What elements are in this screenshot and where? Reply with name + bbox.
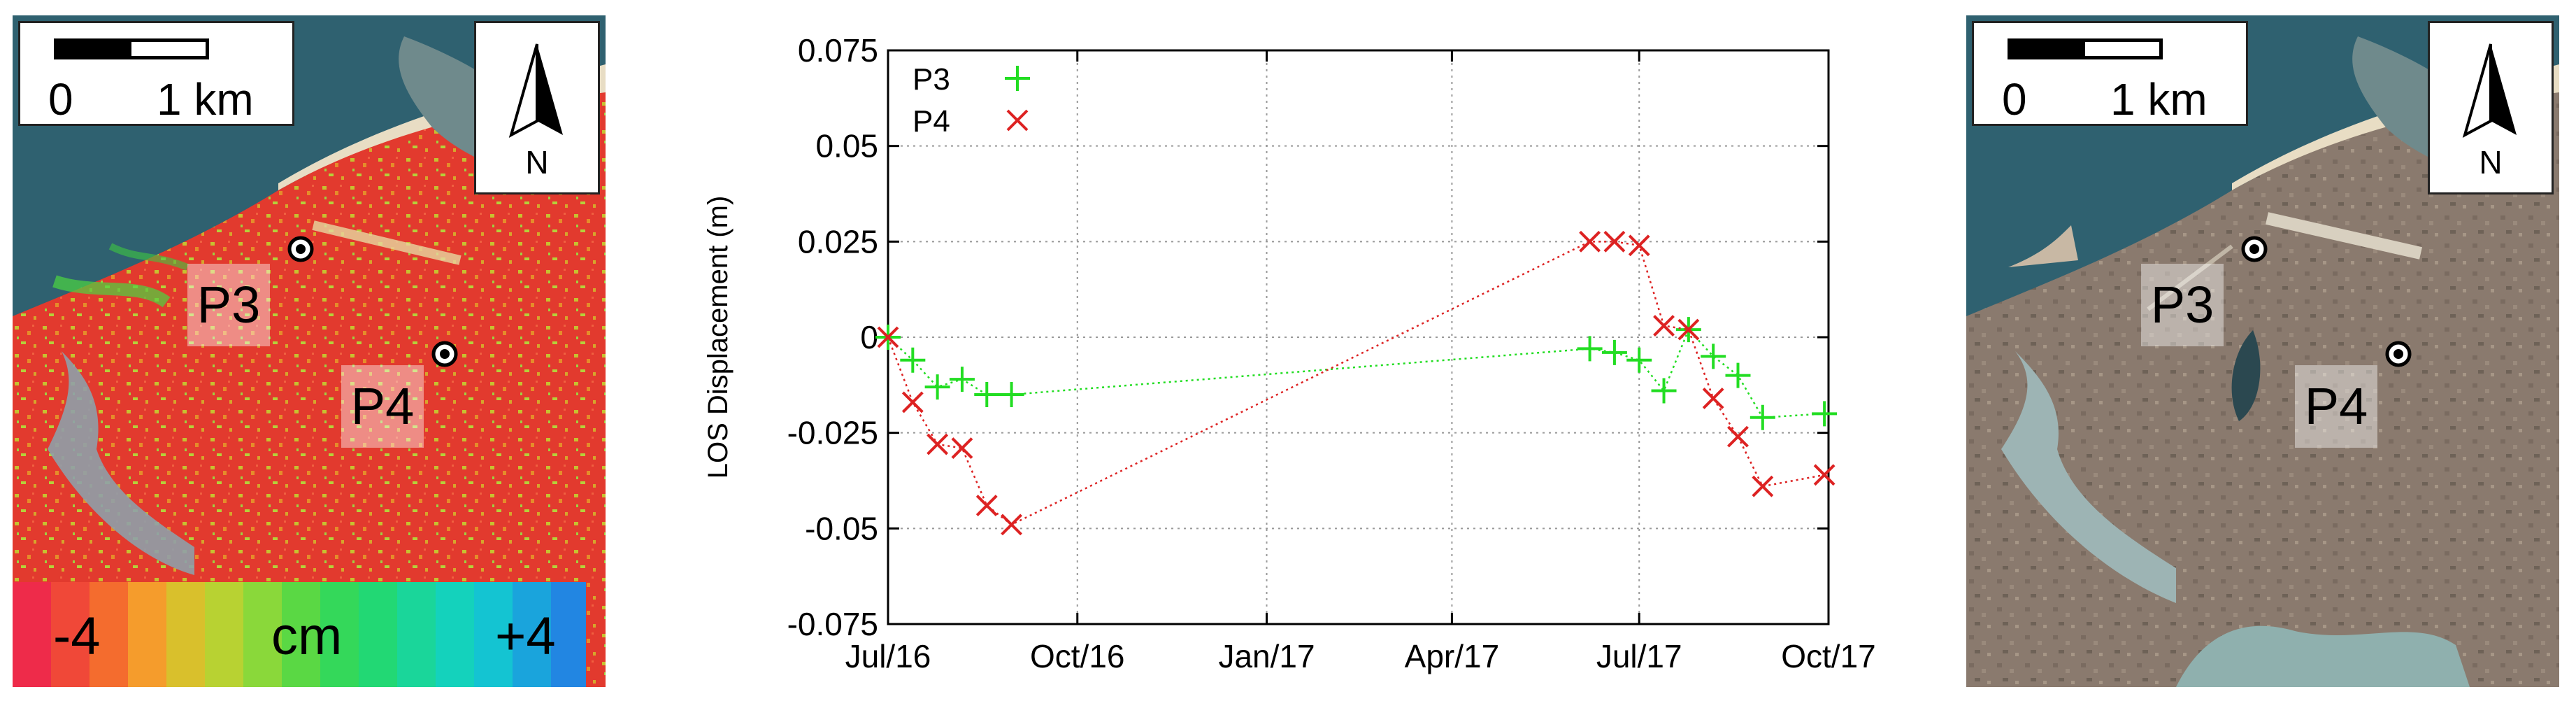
y-tick-label: 0 xyxy=(860,319,878,355)
x-tick-label: Jul/16 xyxy=(845,638,931,674)
legend-marker-p4 xyxy=(1006,109,1029,132)
scale-zero-label: 0 xyxy=(2002,74,2027,125)
series-line-p4 xyxy=(887,241,1825,526)
data-point-p3 xyxy=(1577,336,1603,362)
data-point-p4 xyxy=(1813,464,1836,486)
series-line-p3 xyxy=(887,327,1825,419)
data-point-p4 xyxy=(1603,230,1626,253)
north-label: N xyxy=(525,144,549,180)
y-tick-label: -0.025 xyxy=(787,415,878,451)
data-point-p4 xyxy=(1752,475,1774,497)
data-point-p3 xyxy=(1812,401,1838,427)
point-p4-label: P4 xyxy=(2295,365,2377,448)
data-point-p4 xyxy=(877,326,899,348)
point-p4-marker-icon xyxy=(2385,341,2412,367)
y-axis-label: LOS Displacement (m) xyxy=(703,196,734,479)
y-tick-label: 0.025 xyxy=(798,223,878,260)
data-point-p3 xyxy=(999,382,1024,407)
legend-marker-p3 xyxy=(1005,66,1030,91)
scale-box: 0 1 km xyxy=(18,21,294,126)
data-point-p3 xyxy=(974,382,1000,407)
y-tick-label: -0.05 xyxy=(805,510,878,546)
data-point-p3 xyxy=(1701,344,1726,369)
north-arrow-box: N xyxy=(474,21,600,194)
scale-bar xyxy=(54,38,209,59)
data-point-p4 xyxy=(951,437,973,459)
point-p3-label: P3 xyxy=(187,264,270,346)
optical-map: 0 1 km N P3 P4 xyxy=(1966,15,2559,687)
colorbar: -4 cm +4 xyxy=(13,582,586,687)
deformation-map: 0 1 km N P3 P4 xyxy=(13,15,606,687)
x-tick-label: Jul/17 xyxy=(1596,638,1682,674)
colorbar-gradient xyxy=(13,582,586,687)
north-arrow-icon xyxy=(2462,43,2517,139)
data-point-p4 xyxy=(1702,388,1724,409)
legend-label-p3: P3 xyxy=(913,62,950,97)
data-point-p4 xyxy=(901,391,924,413)
data-point-p4 xyxy=(1727,425,1749,448)
y-tick-label: -0.075 xyxy=(787,606,878,642)
scale-bar xyxy=(2008,38,2163,59)
y-tick-label: 0.05 xyxy=(815,128,878,164)
data-point-p3 xyxy=(900,347,926,373)
x-tick-label: Apr/17 xyxy=(1405,638,1500,674)
x-tick-label: Oct/16 xyxy=(1030,638,1125,674)
data-point-p3 xyxy=(1626,347,1652,373)
colorbar-max-label: +4 xyxy=(495,607,556,666)
data-point-p3 xyxy=(924,374,950,400)
data-point-p4 xyxy=(1677,318,1700,341)
point-p3-marker-icon xyxy=(2241,236,2268,262)
data-point-p3 xyxy=(1749,404,1775,430)
data-point-p4 xyxy=(1579,230,1601,253)
data-point-p4 xyxy=(975,495,998,516)
point-p4-marker-icon xyxy=(431,341,458,367)
data-point-p3 xyxy=(1725,362,1751,388)
point-p3-marker-icon xyxy=(287,236,314,262)
north-label: N xyxy=(2479,144,2503,180)
scale-box: 0 1 km xyxy=(1972,21,2248,126)
north-arrow-icon xyxy=(508,43,563,139)
data-point-p3 xyxy=(1601,339,1627,365)
legend-label-p4: P4 xyxy=(913,104,950,139)
data-point-p4 xyxy=(1628,234,1650,257)
x-tick-label: Oct/17 xyxy=(1781,638,1876,674)
colorbar-min-label: -4 xyxy=(53,607,101,666)
colorbar-unit-label: cm xyxy=(271,607,343,666)
scale-zero-label: 0 xyxy=(48,74,73,125)
scale-unit-label: 1 km xyxy=(157,74,254,125)
data-point-p4 xyxy=(1653,315,1675,337)
y-tick-label: 0.075 xyxy=(798,32,878,69)
north-arrow-box: N xyxy=(2428,21,2554,194)
point-p4-label: P4 xyxy=(341,365,424,448)
data-point-p4 xyxy=(1001,514,1023,536)
scale-unit-label: 1 km xyxy=(2110,74,2208,125)
data-point-p3 xyxy=(1651,378,1677,404)
data-point-p3 xyxy=(949,367,975,392)
point-p3-label: P3 xyxy=(2141,264,2224,346)
x-tick-label: Jan/17 xyxy=(1218,638,1315,674)
data-point-p4 xyxy=(926,433,949,455)
